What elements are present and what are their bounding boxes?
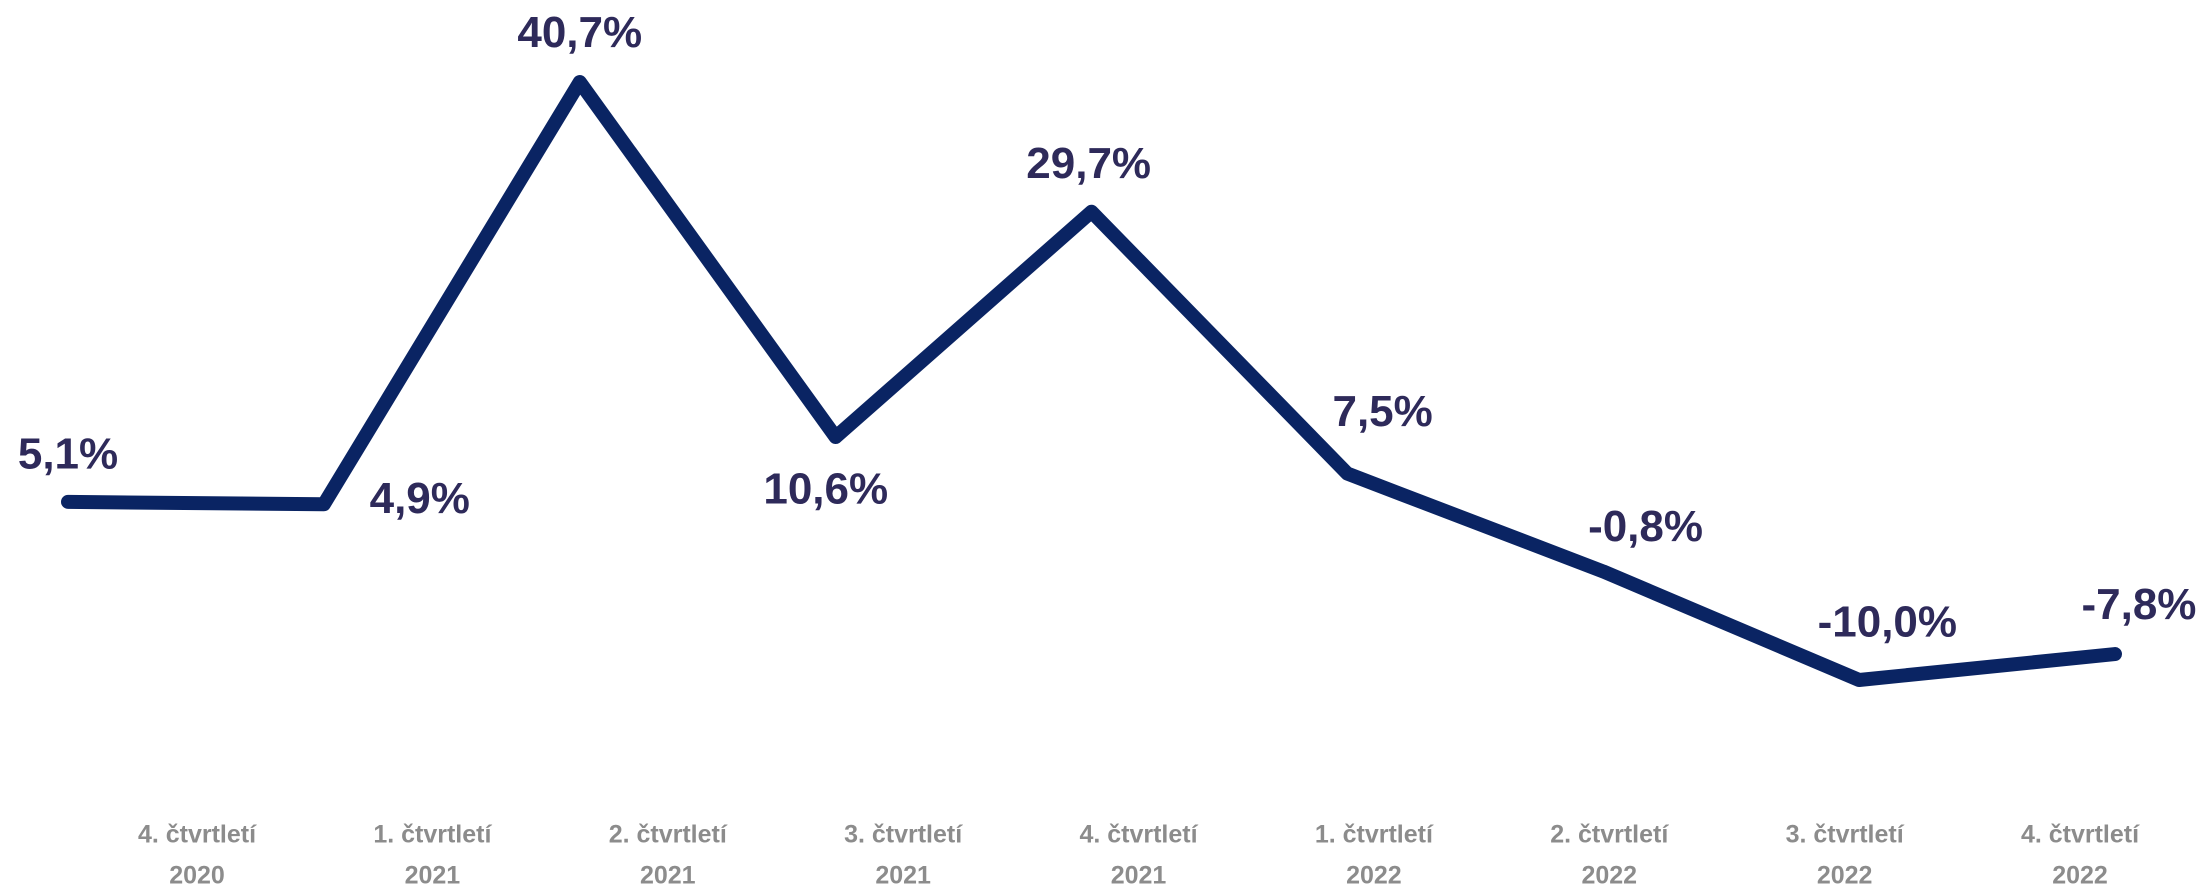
- x-tick-label: 3. čtvrtletí: [844, 821, 963, 849]
- x-tick-label: 2022: [1346, 862, 1402, 888]
- value-label: 40,7%: [517, 8, 642, 57]
- x-tick-label: 2. čtvrtletí: [609, 821, 728, 849]
- value-label: 10,6%: [763, 465, 888, 514]
- x-tick-label: 2020: [169, 862, 225, 888]
- x-tick-label: 4. čtvrtletí: [138, 821, 257, 849]
- x-tick-label: 1. čtvrtletí: [1315, 821, 1434, 849]
- x-tick-label: 3. čtvrtletí: [1786, 821, 1905, 849]
- x-tick-label: 2021: [405, 862, 461, 888]
- x-tick-label: 2021: [640, 862, 696, 888]
- x-tick-label: 2022: [2052, 862, 2108, 888]
- value-label: 4,9%: [370, 474, 470, 523]
- x-tick-label: 2. čtvrtletí: [1550, 821, 1669, 849]
- value-label: 5,1%: [18, 429, 118, 478]
- x-tick-label: 2022: [1817, 862, 1873, 888]
- value-label: -10,0%: [1818, 598, 1957, 647]
- line: [61, 75, 2122, 687]
- x-tick-label: 2021: [875, 862, 931, 888]
- value-label: 29,7%: [1026, 139, 1151, 188]
- x-tick-label: 1. čtvrtletí: [373, 821, 492, 849]
- x-tick-label: 4. čtvrtletí: [2021, 821, 2140, 849]
- x-tick-label: 2021: [1111, 862, 1167, 888]
- x-tick-label: 2022: [1581, 862, 1637, 888]
- value-label: -0,8%: [1588, 502, 1703, 551]
- value-label: 7,5%: [1332, 387, 1432, 436]
- x-tick-label: 4. čtvrtletí: [1079, 821, 1198, 849]
- value-label: -7,8%: [2081, 580, 2196, 629]
